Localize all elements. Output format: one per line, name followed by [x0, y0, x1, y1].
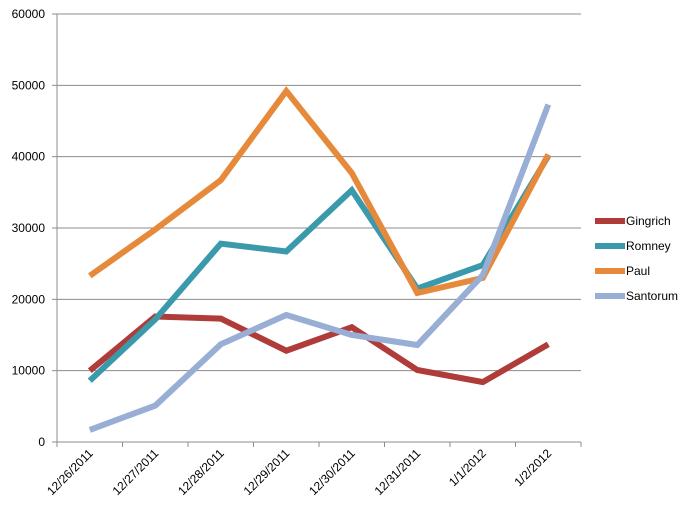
legend: Gingrich Romney Paul Santorum	[595, 214, 678, 303]
gridlines	[57, 13, 581, 372]
series-line-gingrich	[87, 313, 550, 386]
legend-label-romney: Romney	[626, 239, 671, 253]
x-tick-label: 12/27/2011	[110, 446, 162, 498]
y-tick-label: 0	[38, 435, 45, 449]
legend-label-santorum: Santorum	[626, 289, 678, 303]
legend-label-paul: Paul	[626, 264, 650, 278]
x-tick-label: 1/2/2012	[511, 446, 554, 489]
y-tick-label: 20000	[12, 292, 46, 306]
x-tick-label: 12/30/2011	[306, 446, 358, 498]
y-axis-tick-labels: 0 10000 20000 30000 40000 50000 60000	[12, 7, 46, 449]
series-line-paul	[88, 86, 551, 297]
axes	[52, 13, 582, 447]
series-line-romney	[87, 154, 551, 383]
series-lines	[87, 86, 552, 433]
x-tick-label: 12/29/2011	[241, 446, 293, 498]
series-line-santorum	[88, 103, 552, 433]
x-tick-label: 12/28/2011	[175, 446, 227, 498]
legend-label-gingrich: Gingrich	[626, 214, 671, 228]
y-tick-label: 40000	[12, 150, 46, 164]
y-tick-label: 30000	[12, 221, 46, 235]
y-tick-label: 60000	[12, 7, 46, 21]
y-tick-label: 50000	[12, 78, 46, 92]
x-tick-label: 12/26/2011	[44, 446, 96, 498]
y-tick-label: 10000	[12, 364, 46, 378]
x-tick-label: 1/1/2012	[446, 446, 489, 489]
x-tick-label: 12/31/2011	[372, 446, 424, 498]
x-axis-tick-labels: 12/26/2011 12/27/2011 12/28/2011 12/29/2011…	[44, 446, 554, 498]
